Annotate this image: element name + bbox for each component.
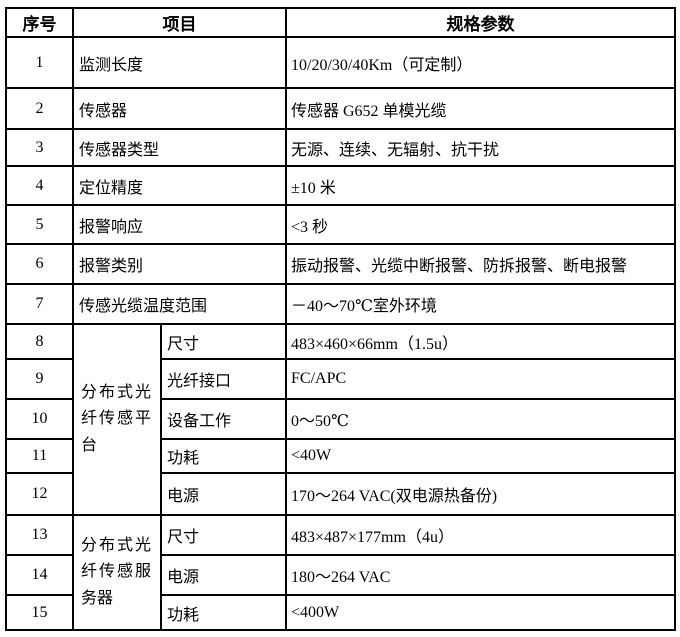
table-row: 1 监测长度 10/20/30/40Km（可定制） [5,36,676,89]
serial-cell: 13 [5,514,74,556]
table-row: 10 设备工作 0～50℃ [5,398,676,440]
table-row: 6 报警类别 振动报警、光缆中断报警、防拆报警、断电报警 [5,243,676,285]
group-label: 分布式光纤传感平台 [81,383,151,454]
group-label: 分布式光纤传感服务器 [81,536,151,607]
spec-cell: 483×487×177mm（4u） [285,514,676,556]
table-row: 8 分布式光纤传感平台 尺寸 483×460×66mm（1.5u） [5,323,676,516]
table-row: 9 光纤接口 FC/APC [5,358,676,400]
spec-cell: 无源、连续、无辐射、抗干扰 [285,128,676,167]
header-spec: 规格参数 [285,7,676,38]
serial-cell: 11 [5,438,74,474]
header-row: 序号 项目 规格参数 [5,7,676,38]
table-row: 12 电源 170～264 VAC(双电源热备份) [5,472,676,516]
table-row: 11 功耗 <40W [5,438,676,474]
table-row: 13 分布式光纤传感服务器 尺寸 483×487×177mm（4u） [5,514,676,631]
table-row: 2 传感器 传感器 G652 单模光缆 [5,87,676,130]
header-serial: 序号 [5,7,74,38]
spec-cell: FC/APC [285,358,676,400]
item-cell: 传感器 [72,87,287,130]
serial-cell: 10 [5,398,74,440]
sub-item-cell: 电源 [160,554,287,596]
spec-cell: －40～70℃室外环境 [285,283,676,325]
sub-item-cell: 功耗 [160,438,287,474]
spec-cell: 传感器 G652 单模光缆 [285,87,676,130]
item-cell: 监测长度 [72,36,287,89]
sub-item-cell: 电源 [160,472,287,516]
table-row: 5 报警响应 <3 秒 [5,204,676,245]
table-row: 3 传感器类型 无源、连续、无辐射、抗干扰 [5,128,676,167]
spec-cell: 170～264 VAC(双电源热备份) [285,472,676,516]
spec-cell: ±10 米 [285,165,676,206]
serial-cell: 8 [5,323,74,360]
table-row: 14 电源 180～264 VAC [5,554,676,596]
sub-item-cell: 光纤接口 [160,358,287,400]
table-row: 7 传感光缆温度范围 －40～70℃室外环境 [5,283,676,325]
group-cell-platform: 分布式光纤传感平台 [72,323,162,516]
serial-cell: 1 [5,36,74,89]
group-cell-server: 分布式光纤传感服务器 [72,514,162,631]
serial-cell: 5 [5,204,74,245]
spec-cell: 180～264 VAC [285,554,676,596]
item-cell: 传感光缆温度范围 [72,283,287,325]
header-item: 项目 [72,7,287,38]
serial-cell: 9 [5,358,74,400]
spec-cell: 483×460×66mm（1.5u） [285,323,676,360]
serial-cell: 4 [5,165,74,206]
spec-cell: 0～50℃ [285,398,676,440]
item-cell: 传感器类型 [72,128,287,167]
spec-cell: 振动报警、光缆中断报警、防拆报警、断电报警 [285,243,676,285]
sub-item-cell: 设备工作 [160,398,287,440]
item-cell: 定位精度 [72,165,287,206]
item-cell: 报警响应 [72,204,287,245]
table-row: 4 定位精度 ±10 米 [5,165,676,206]
serial-cell: 15 [5,594,74,631]
sub-item-cell: 功耗 [160,594,287,631]
table-row: 15 功耗 <400W [5,594,676,631]
spec-cell: <40W [285,438,676,474]
spec-cell: 10/20/30/40Km（可定制） [285,36,676,89]
sub-item-cell: 尺寸 [160,323,287,360]
spec-cell: <3 秒 [285,204,676,245]
serial-cell: 2 [5,87,74,130]
sub-item-cell: 尺寸 [160,514,287,556]
spec-cell: <400W [285,594,676,631]
serial-cell: 7 [5,283,74,325]
item-cell: 报警类别 [72,243,287,285]
spec-table: 序号 项目 规格参数 1 监测长度 10/20/30/40Km（可定制） 2 传… [5,7,676,631]
serial-cell: 12 [5,472,74,516]
serial-cell: 3 [5,128,74,167]
serial-cell: 6 [5,243,74,285]
serial-cell: 14 [5,554,74,596]
